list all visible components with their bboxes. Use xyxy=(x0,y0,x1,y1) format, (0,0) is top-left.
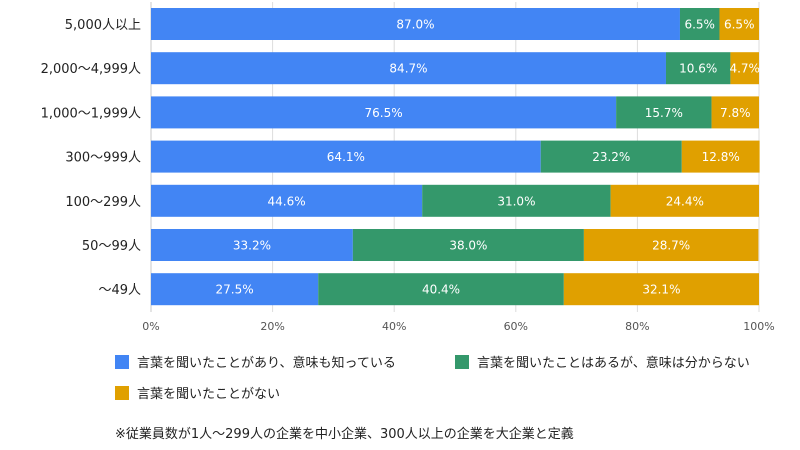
data-labels: 87.0% 6.5% 6.5% 84.7% 10.6% 4.7% 76.5% 15.7% 7.8… xyxy=(216,18,760,297)
bar-segment xyxy=(563,273,759,306)
category-label: 1,000～1,999人 xyxy=(41,106,141,121)
bar-segment xyxy=(583,229,759,261)
bar-segment xyxy=(352,229,584,261)
bar-segment xyxy=(151,140,541,173)
category-label: 100～299人 xyxy=(65,195,141,210)
legend-item-never: 言葉を聞いたことがない xyxy=(115,383,280,402)
x-tick-label: 60% xyxy=(504,320,528,333)
bar-segment xyxy=(719,8,759,40)
stacked-bar-chart: 87.0% 6.5% 6.5% 84.7% 10.6% 4.7% 76.5% 15.7% 7.8… xyxy=(41,2,775,333)
bar-value-label: 27.5% xyxy=(216,283,254,297)
bar-segment xyxy=(422,184,611,217)
bar-value-label: 4.7% xyxy=(729,62,760,76)
bar-segment xyxy=(681,140,760,173)
bar-segment xyxy=(610,184,759,217)
legend-item-known: 言葉を聞いたことがあり、意味も知っている xyxy=(115,352,396,371)
bar-value-label: 15.7% xyxy=(645,106,683,120)
bar-value-label: 40.4% xyxy=(422,283,460,297)
bar-segment xyxy=(730,52,759,85)
bar-segment xyxy=(151,273,319,306)
bar-value-label: 24.4% xyxy=(666,194,704,208)
bar-segment xyxy=(616,96,712,129)
bar-value-label: 44.6% xyxy=(268,194,306,208)
category-label: ～49人 xyxy=(98,283,141,298)
bar-value-label: 38.0% xyxy=(449,239,487,253)
bar-value-label: 32.1% xyxy=(642,283,680,297)
category-label: 2,000～4,999人 xyxy=(41,62,141,77)
legend-item-heard: 言葉を聞いたことはあるが、意味は分からない xyxy=(455,352,750,371)
category-label: 5,000人以上 xyxy=(65,18,141,33)
x-tick-label: 80% xyxy=(625,320,649,333)
bar-value-label: 87.0% xyxy=(396,18,434,32)
footnote: ※従業員数が1人～299人の企業を中小企業、300人以上の企業を大企業と定義 xyxy=(115,427,574,442)
bar-value-label: 31.0% xyxy=(497,194,535,208)
bar-value-label: 33.2% xyxy=(233,239,271,253)
bar-segment xyxy=(665,52,731,85)
bar-value-label: 23.2% xyxy=(592,150,630,164)
x-tick-label: 0% xyxy=(142,320,159,333)
category-label: 300～999人 xyxy=(65,151,141,166)
legend-label-heard: 言葉を聞いたことはあるが、意味は分からない xyxy=(477,356,750,371)
category-label: 50～99人 xyxy=(82,239,141,254)
bar-segment xyxy=(151,52,666,85)
bar-value-label: 28.7% xyxy=(652,239,690,253)
legend-label-never: 言葉を聞いたことがない xyxy=(137,387,281,402)
bar-value-label: 6.5% xyxy=(684,18,715,32)
bar-segment xyxy=(151,229,353,261)
bar-value-label: 76.5% xyxy=(364,106,402,120)
bar-segment xyxy=(318,273,564,306)
legend-label-known: 言葉を聞いたことがあり、意味も知っている xyxy=(137,356,396,371)
bar-value-label: 84.7% xyxy=(389,62,427,76)
x-tick-label: 40% xyxy=(382,320,406,333)
legend-swatch-heard xyxy=(455,354,469,369)
bar-segment xyxy=(679,8,720,40)
bar-value-label: 10.6% xyxy=(679,62,717,76)
x-tick-labels: 0% 20% 40% 60% 80% 100% xyxy=(142,320,774,333)
legend-swatch-never xyxy=(115,385,129,400)
bar-value-label: 64.1% xyxy=(327,150,365,164)
category-labels: 5,000人以上 2,000～4,999人 1,000～1,999人 300～999人… xyxy=(41,18,141,298)
bar-segment xyxy=(540,140,682,173)
x-tick-label: 100% xyxy=(743,320,774,333)
bar-segment xyxy=(151,184,423,217)
bar-segment xyxy=(711,96,759,129)
bar-value-label: 6.5% xyxy=(724,18,755,32)
legend-swatch-known xyxy=(115,354,129,369)
bar-segment xyxy=(151,8,680,40)
x-tick-label: 20% xyxy=(260,320,284,333)
bar-segment xyxy=(151,96,617,129)
bars xyxy=(151,8,760,306)
bar-value-label: 7.8% xyxy=(720,106,751,120)
bar-value-label: 12.8% xyxy=(702,150,740,164)
